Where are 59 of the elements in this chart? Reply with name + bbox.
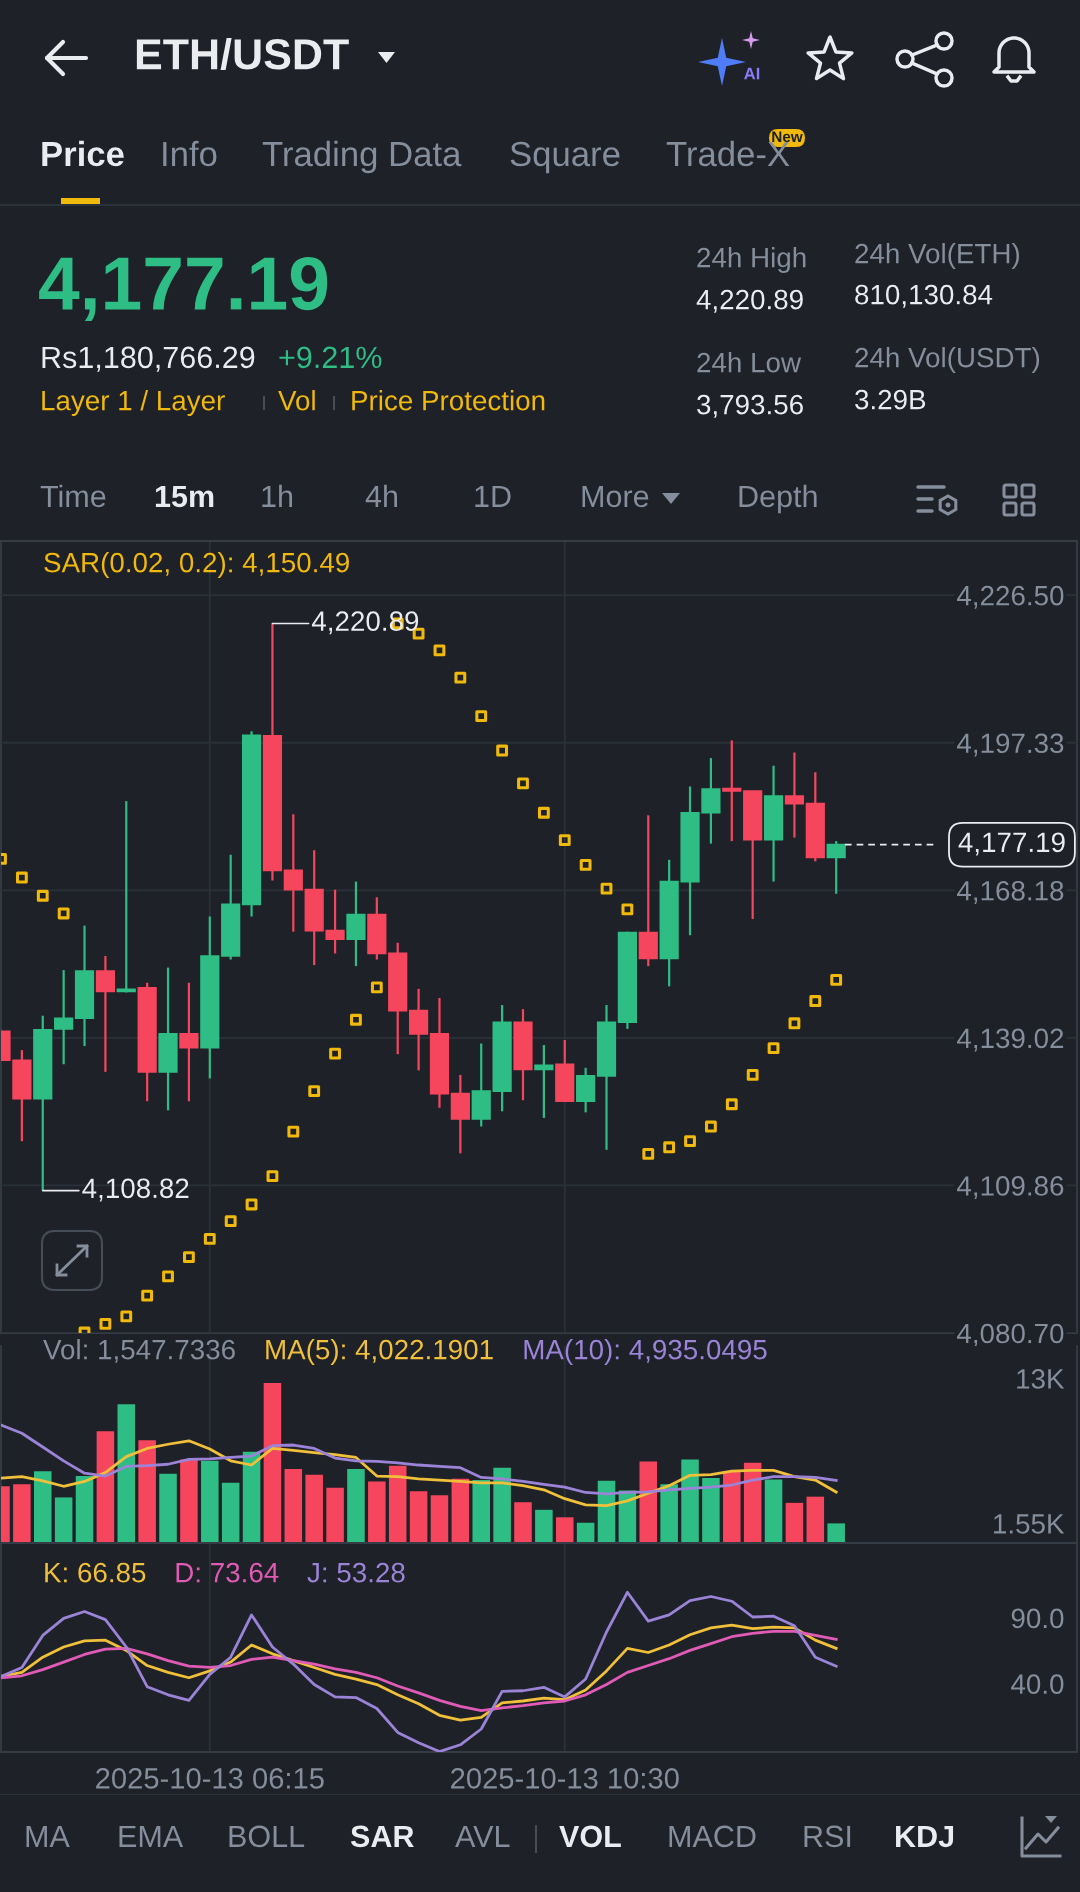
y-tick-label: 1.55K: [994, 1514, 1065, 1534]
text: Time: [40, 484, 106, 508]
text: 3,793.56: [697, 394, 803, 418]
text: AVL: [455, 1825, 510, 1847]
text: New: [772, 131, 803, 143]
y-tick-label: 40.0: [1011, 1674, 1064, 1694]
text: D: 73.64: [176, 1562, 279, 1583]
text: AI: [744, 67, 760, 80]
text: Square: [510, 141, 620, 174]
text: MACD: [669, 1825, 756, 1848]
text: +9.21%: [279, 346, 382, 369]
text: MA(10): 4,935.0495: [524, 1339, 767, 1365]
text: 24h Vol(ETH): [855, 243, 1020, 269]
text: 810,130.84: [855, 284, 993, 308]
text: SAR(0.02, 0.2): 4,150.49: [44, 552, 349, 578]
x-tick-label: 2025-10-13 06:15: [96, 1768, 324, 1789]
text: Depth: [739, 484, 817, 514]
text: Rs1,180,766.29: [42, 346, 255, 372]
text: 4,220.89: [696, 289, 803, 313]
text: ETH/USDT: [136, 37, 349, 70]
text: 3.29B: [855, 389, 926, 410]
y-tick-label: 4,168.18: [957, 880, 1064, 904]
text: RSI: [804, 1825, 851, 1848]
y-tick-label: 90.0: [1011, 1608, 1064, 1629]
text: MA(5): 4,022.1901: [266, 1339, 493, 1365]
text: Price: [42, 140, 124, 167]
text: 1h: [262, 484, 292, 507]
text: Trading Data: [262, 140, 462, 174]
text: KDJ: [896, 1825, 954, 1848]
y-tick-label: 13K: [1017, 1369, 1065, 1389]
text: Trade-X: [666, 140, 790, 167]
text: J: 53.28: [307, 1562, 405, 1583]
text: BOLL: [229, 1825, 305, 1848]
text: VOL: [559, 1825, 621, 1848]
chart-title: Vol: 1,547.7336: [43, 1339, 235, 1363]
text: 24h High: [697, 247, 806, 273]
text: 4h: [365, 484, 397, 507]
y-tick-label: 4,139.02: [957, 1028, 1064, 1052]
text: MA: [26, 1825, 70, 1847]
text: More: [582, 485, 649, 508]
text: Layer 1 / Layer: [42, 390, 225, 416]
text: 1D: [475, 485, 511, 507]
y-tick-label: 4,226.50: [957, 585, 1064, 609]
text: EMA: [119, 1825, 184, 1847]
text: Vol: [278, 390, 315, 411]
y-tick-label: 4,109.86: [957, 1176, 1064, 1200]
ref-line-label: 4,177.19: [958, 832, 1065, 856]
text: 24h Vol(USDT): [855, 347, 1040, 373]
text: 24h Low: [697, 352, 802, 373]
y-tick-label: 4,197.33: [957, 733, 1064, 757]
text: 15m: [155, 485, 214, 508]
x-tick-label: 2025-10-13 10:30: [451, 1768, 679, 1789]
text: Info: [163, 140, 217, 167]
annotation: 4,108.82: [82, 1178, 189, 1202]
text: 4,177.19: [39, 257, 328, 322]
y-tick-label: 4,080.70: [957, 1323, 1064, 1347]
text: SAR: [350, 1825, 414, 1848]
text: Price Protection: [352, 390, 545, 411]
text: K: 66.85: [45, 1562, 146, 1583]
